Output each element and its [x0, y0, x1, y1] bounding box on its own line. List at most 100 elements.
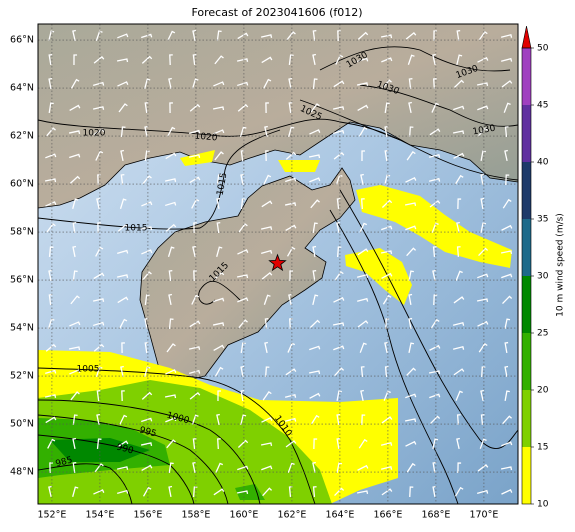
wind-barb [308, 154, 321, 159]
wind-barb [288, 293, 292, 306]
isobar [359, 84, 518, 127]
wind-barb [216, 413, 220, 426]
wind-barb [265, 150, 269, 162]
wind-barb [356, 490, 369, 495]
wind-barb [120, 365, 124, 378]
wind-barb [191, 198, 200, 209]
wind-barb [168, 293, 173, 306]
wind-barb [428, 370, 441, 375]
wind-barb [334, 367, 345, 377]
wind-barb [144, 294, 150, 306]
wind-barb [120, 174, 125, 186]
wind-barb [168, 485, 173, 498]
wind-barb [72, 29, 76, 42]
wind-barb [408, 78, 413, 90]
isobar [329, 209, 459, 504]
wind-barb [456, 246, 461, 258]
wind-barb [144, 341, 149, 354]
wind-barb [72, 486, 79, 497]
colorbar-tick-label: 50 [537, 44, 549, 54]
lat-tick-label: 66°N [10, 35, 34, 46]
colorbar-tick-label: 25 [537, 329, 548, 339]
colorbar-segment [522, 219, 531, 276]
wind-barb [237, 103, 249, 112]
wind-barb [164, 178, 177, 182]
wind-barb [502, 198, 512, 209]
wind-barb [333, 80, 345, 88]
wind-barb [216, 197, 221, 210]
wind-barb [478, 30, 488, 41]
wind-barb [192, 461, 196, 474]
wind-barb [357, 464, 369, 471]
wind-barb [336, 246, 342, 258]
wind-barb [357, 320, 369, 328]
wind-barb [384, 174, 391, 186]
wind-barb [261, 56, 273, 64]
wind-barb [237, 439, 249, 448]
wind-barb [168, 318, 174, 330]
wind-barb [119, 198, 127, 209]
wind-barb [478, 127, 489, 137]
wind-barb [500, 34, 513, 38]
wind-barb [404, 418, 417, 423]
wind-barb [501, 489, 513, 495]
wind-barb [140, 442, 153, 446]
wind-barb [237, 32, 249, 40]
wind-barb [189, 320, 201, 328]
wind-barb [212, 322, 225, 326]
lon-tick-label: 168°E [421, 510, 450, 521]
wind-barb [429, 200, 441, 208]
contour-label: 1030 [472, 124, 497, 138]
wind-barb [165, 417, 177, 423]
colorbar-segment [522, 162, 531, 219]
wind-barb [503, 102, 511, 113]
wind-barb [96, 197, 100, 210]
contour-label: 990 [115, 442, 134, 456]
wind-barb [288, 126, 295, 137]
wind-barb [337, 30, 341, 42]
title: Forecast of 2023041606 (f012) [191, 6, 362, 19]
wind-barb [478, 342, 488, 353]
wind-barb [191, 78, 199, 89]
wind-barb [406, 247, 417, 257]
lon-tick-label: 160°E [229, 510, 258, 521]
wind-barb [117, 440, 129, 448]
wind-barb [189, 369, 201, 374]
wind-barb [96, 438, 102, 450]
wind-barb [260, 442, 273, 447]
wind-barb [46, 127, 56, 137]
wind-barb [237, 249, 249, 255]
wind-barb [476, 82, 489, 87]
wind-barb [309, 392, 321, 399]
colorbar-segment [522, 48, 531, 105]
contour-label: 995 [138, 425, 157, 439]
wind-barb [432, 438, 439, 450]
wind-barb [165, 201, 177, 207]
wind-barb [236, 490, 249, 495]
land [38, 24, 518, 209]
wind-barb [264, 366, 270, 378]
wind-barb [45, 416, 57, 424]
wind-barb [404, 202, 417, 207]
wind-barb [478, 247, 489, 257]
wind-barb [48, 102, 54, 114]
wind-barb [312, 294, 319, 306]
lon-tick-label: 164°E [325, 510, 354, 521]
wind-barb [480, 414, 485, 426]
wind-barb [240, 414, 247, 426]
wind-barb [213, 271, 225, 280]
wind-barb [333, 129, 345, 134]
wind-barb [452, 345, 465, 350]
wind-barb [333, 151, 345, 160]
wind-barb [45, 369, 57, 375]
wind-barb [261, 249, 273, 254]
wind-barb [93, 272, 105, 280]
wind-barb [144, 101, 149, 114]
wind-barb [169, 102, 173, 114]
wind-barb [72, 437, 77, 450]
isobar [198, 280, 241, 305]
wind-barb [336, 198, 341, 210]
wind-barb [360, 366, 365, 378]
wind-barb [286, 31, 296, 41]
